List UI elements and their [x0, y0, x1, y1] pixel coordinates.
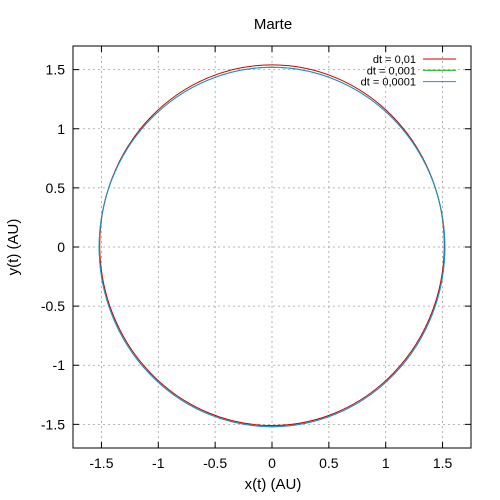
- series-group: [98, 64, 446, 428]
- x-tick-label: -1.5: [89, 455, 113, 471]
- series-line-3: [98, 66, 446, 428]
- y-tick-label: -1: [53, 357, 66, 373]
- y-tick-label: 0.5: [46, 180, 66, 196]
- x-tick-label: 1.5: [433, 455, 453, 471]
- y-tick-label: -1.5: [41, 416, 65, 432]
- x-tick-label: -1: [152, 455, 165, 471]
- tick-labels-group: -1.5 -1 -0.5 0 0.5 1 1.5 -1.5 -1 -0.5 0 0.5 1 1.5: [41, 62, 453, 471]
- y-tick-label: 1.5: [46, 62, 66, 78]
- legend-label-2: dt = 0,001: [367, 65, 416, 77]
- y-axis-label: y(t) (AU): [5, 219, 22, 276]
- x-tick-label: 0: [268, 455, 276, 471]
- legend-label-3: dt = 0,0001: [361, 77, 416, 89]
- y-tick-label: 1: [57, 121, 65, 137]
- y-tick-label: -0.5: [41, 298, 65, 314]
- x-axis-label: x(t) (AU): [245, 476, 302, 493]
- legend-label-1: dt = 0,01: [373, 54, 416, 66]
- ticks-group: [73, 46, 471, 448]
- x-tick-label: -0.5: [203, 455, 227, 471]
- grid-lines: [73, 46, 471, 448]
- series-line-1: [99, 64, 445, 427]
- x-tick-label: 1: [382, 455, 390, 471]
- y-tick-label: 0: [57, 239, 65, 255]
- chart-title: Marte: [254, 16, 292, 33]
- x-tick-label: 0.5: [319, 455, 339, 471]
